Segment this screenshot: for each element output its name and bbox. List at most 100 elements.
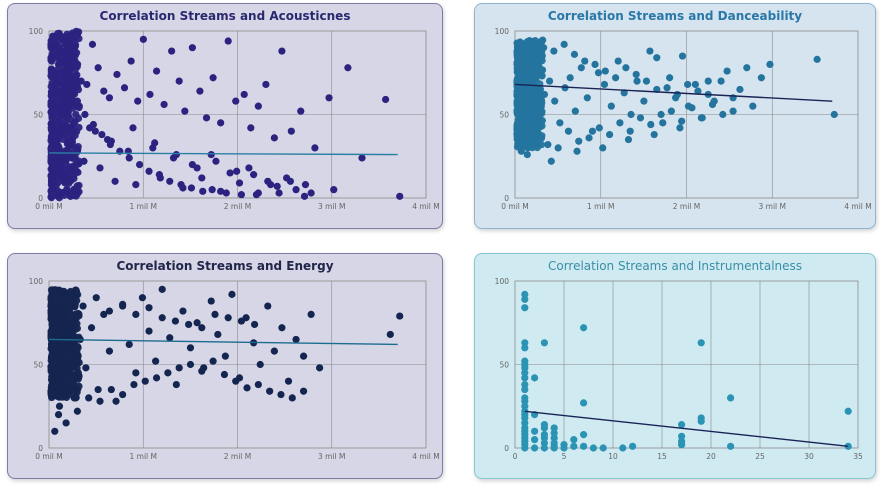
data-point: [105, 94, 114, 102]
data-point: [300, 192, 309, 200]
data-point: [708, 100, 717, 109]
data-point: [550, 429, 558, 437]
data-point: [70, 394, 79, 402]
data-point: [53, 32, 61, 40]
data-point: [580, 399, 588, 407]
data-point: [513, 99, 521, 107]
data-point: [56, 161, 65, 169]
data-point: [694, 87, 702, 95]
data-point: [513, 74, 522, 83]
data-point: [525, 94, 533, 102]
data-point: [63, 114, 71, 122]
data-point: [60, 130, 68, 139]
data-point: [252, 191, 261, 199]
data-point: [66, 100, 74, 108]
data-point: [570, 50, 579, 58]
chart-title: Correlation Streams and Acousticnes: [99, 9, 351, 23]
data-point: [119, 300, 127, 308]
data-point: [749, 102, 757, 110]
data-point: [58, 54, 66, 62]
data-point: [307, 310, 315, 318]
data-point: [73, 83, 82, 91]
data-point: [653, 54, 661, 62]
data-point: [540, 439, 548, 447]
data-point: [74, 114, 83, 122]
data-point: [278, 324, 286, 332]
data-point: [344, 64, 352, 72]
data-point: [620, 89, 628, 97]
data-point: [198, 324, 206, 332]
data-point: [678, 432, 686, 440]
data-point: [179, 307, 187, 315]
x-tick-label: 15: [657, 452, 667, 461]
data-point: [688, 104, 696, 112]
data-point: [62, 419, 70, 427]
data-point: [132, 310, 140, 318]
data-point: [551, 97, 559, 105]
data-point: [556, 119, 564, 127]
chart-title: Correlation Streams and Instrumentalness: [547, 259, 803, 273]
data-point: [550, 434, 558, 442]
data-point: [254, 102, 262, 110]
data-point: [647, 120, 655, 129]
data-point: [156, 174, 164, 182]
data-point: [164, 369, 172, 377]
data-point: [188, 44, 196, 52]
data-point: [525, 106, 533, 115]
data-point: [71, 51, 80, 59]
data-point: [560, 444, 568, 452]
data-point: [68, 169, 76, 177]
data-point: [275, 189, 283, 197]
chart-panel-acousticness: Correlation Streams and Acousticnes 0 mi…: [7, 3, 443, 229]
data-point: [220, 370, 229, 379]
data-point: [50, 54, 58, 62]
x-tick-label: 10: [608, 452, 618, 461]
data-point: [642, 77, 651, 85]
data-point: [60, 377, 68, 385]
data-point: [79, 302, 87, 310]
data-point: [58, 366, 66, 374]
x-tick-label: 0 mil M: [35, 452, 62, 461]
data-point: [75, 123, 83, 132]
data-point: [521, 444, 529, 452]
data-point: [168, 47, 176, 55]
data-point: [636, 114, 645, 122]
data-point: [74, 160, 83, 168]
data-point: [698, 114, 706, 122]
data-point: [256, 360, 264, 369]
data-point: [632, 70, 640, 79]
data-points: [513, 36, 838, 165]
data-point: [358, 154, 366, 162]
data-point: [187, 184, 196, 192]
data-point: [537, 141, 546, 149]
data-point: [540, 434, 548, 442]
data-point: [175, 364, 183, 372]
data-point: [585, 134, 593, 142]
data-point: [517, 147, 525, 155]
data-point: [530, 102, 538, 110]
chart-title: Correlation Streams and Danceability: [547, 9, 803, 23]
y-tick-label: 50: [499, 361, 509, 370]
data-point: [521, 135, 530, 144]
data-point: [73, 407, 81, 415]
data-point: [766, 60, 774, 68]
data-point: [575, 137, 583, 145]
data-point: [51, 427, 59, 435]
data-point: [199, 187, 207, 195]
data-point: [64, 177, 73, 186]
data-point: [533, 130, 542, 139]
data-point: [130, 380, 138, 389]
data-point: [51, 347, 59, 355]
data-point: [54, 317, 62, 325]
data-point: [535, 69, 543, 77]
data-point: [607, 102, 615, 110]
data-point: [52, 94, 60, 102]
data-point: [63, 330, 72, 338]
data-point: [540, 90, 549, 99]
x-tick-label: 4 mil M: [412, 452, 439, 461]
data-point: [69, 361, 77, 369]
data-point: [529, 75, 538, 84]
data-point: [221, 352, 229, 360]
trend-line: [48, 338, 398, 346]
x-tick-label: 0 mil M: [35, 202, 62, 211]
